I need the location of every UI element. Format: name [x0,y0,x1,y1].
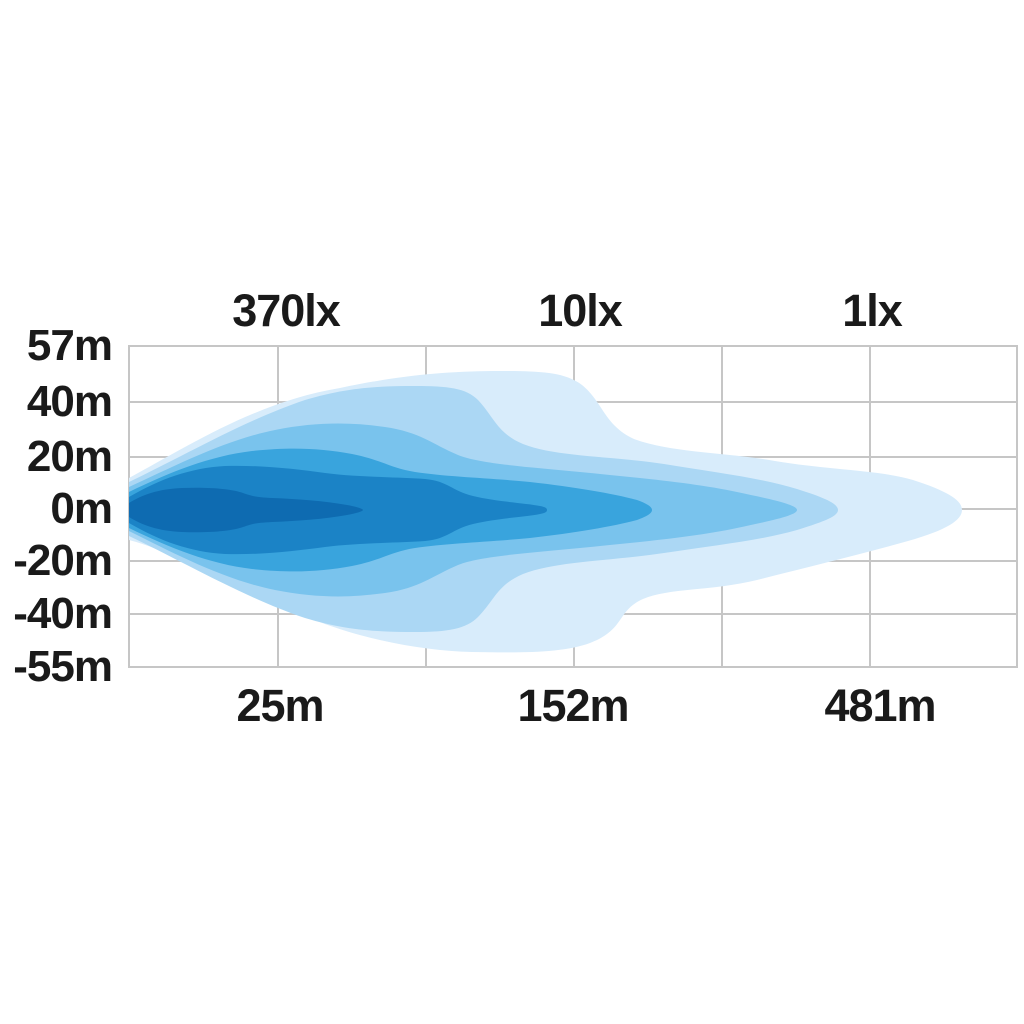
isolux-bands [129,371,962,653]
y-axis-tick-0m: 0m [50,484,113,533]
top-axis-lux-10: 10lx [538,285,623,336]
bottom-axis-distance-25m: 25m [236,680,324,731]
y-axis-tick-20m: 20m [26,432,113,481]
y-axis-tick-57m: 57m [26,321,113,370]
isolux-band-6 [129,487,363,533]
y-axis-tick-minus20m: -20m [13,536,113,585]
y-axis-tick-minus55m: -55m [13,642,113,691]
y-axis-tick-minus40m: -40m [13,589,113,638]
top-axis-lux-370: 370lx [232,285,341,336]
y-axis-tick-40m: 40m [26,377,113,426]
top-axis-lux-1: 1lx [842,285,903,336]
bottom-axis-distance-152m: 152m [517,680,629,731]
bottom-axis-distance-481m: 481m [824,680,936,731]
